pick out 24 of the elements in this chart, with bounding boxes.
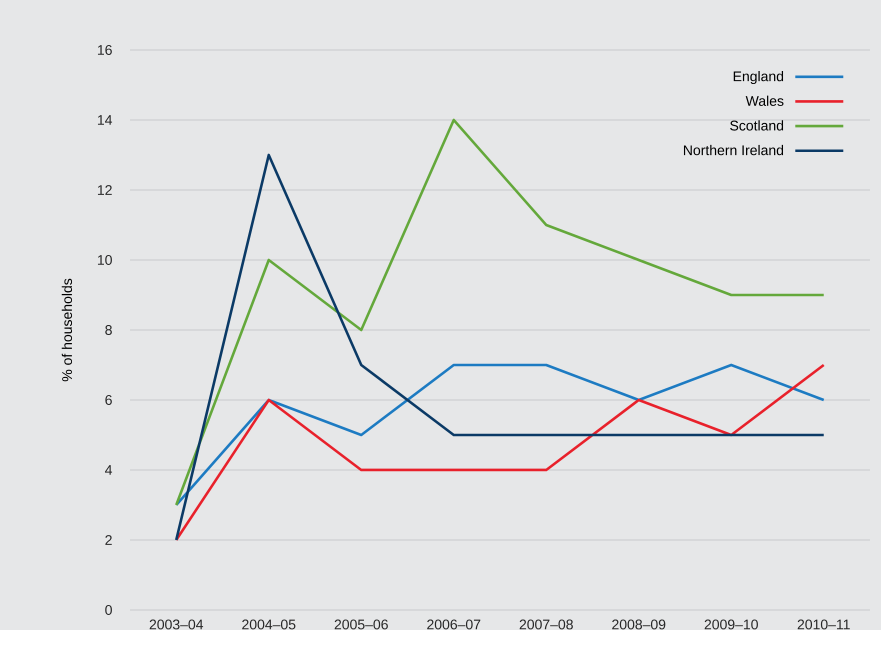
line-series <box>174 118 826 506</box>
y-tick-label: 6 <box>105 395 112 405</box>
y-tick-label: 12 <box>98 185 112 195</box>
line-series <box>174 364 826 506</box>
y-tick-label: 2 <box>105 535 112 545</box>
y-tick-label: 10 <box>98 255 112 265</box>
x-tick-label: 2009–10 <box>704 620 758 630</box>
y-tick-label: 0 <box>105 605 112 615</box>
y-tick-label: 16 <box>98 45 112 55</box>
legend-label: Northern Ireland <box>684 144 784 156</box>
legend-label: Scotland <box>730 120 784 131</box>
x-tick-label: 2008–09 <box>612 620 666 630</box>
y-tick-label: 4 <box>105 465 112 475</box>
legend-label: England <box>734 70 784 84</box>
x-tick-label: 2007–08 <box>520 620 573 630</box>
x-tick-label: 2004–05 <box>242 620 296 630</box>
y-tick-label: 14 <box>98 115 112 125</box>
legend-label: Wales <box>746 96 784 106</box>
y-tick-label: 8 <box>105 325 112 335</box>
y-axis-title: % of households <box>62 278 72 382</box>
x-tick-label: 2005–06 <box>334 620 388 630</box>
x-tick-label: 2006–07 <box>427 620 480 630</box>
x-tick-label: 2010–11 <box>798 620 850 630</box>
x-tick-label: 2003–04 <box>150 620 204 630</box>
